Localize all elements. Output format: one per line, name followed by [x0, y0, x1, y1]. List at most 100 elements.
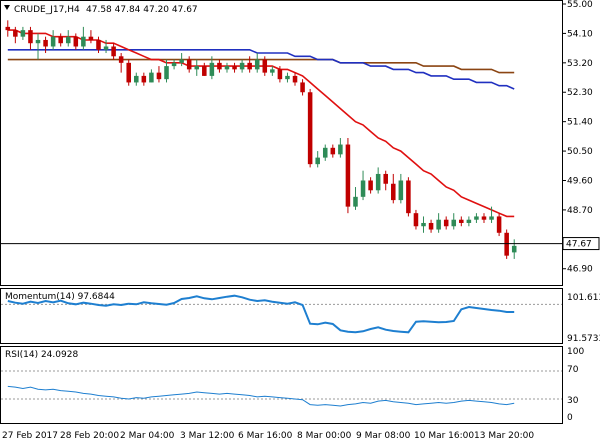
rsi-tick-100: 100: [567, 347, 584, 357]
rsi-indicator: [1, 370, 562, 407]
candle-body: [428, 222, 434, 230]
momentum-panel-frame: [0, 288, 563, 344]
rsi-panel-frame: [0, 346, 563, 424]
candle-body: [156, 72, 162, 80]
ma-slow-line: [7, 58, 515, 74]
candle-body: [217, 62, 222, 70]
candle-body: [141, 75, 147, 83]
candle-body: [511, 245, 517, 253]
candle-body: [443, 219, 449, 227]
candle-body: [360, 180, 366, 197]
candle-body: [232, 66, 237, 70]
candle-body: [65, 36, 71, 44]
price-panel-frame: [0, 0, 563, 286]
candle-body: [96, 39, 101, 50]
candle-body: [406, 180, 411, 214]
candle-body: [322, 147, 328, 158]
candle-body: [164, 66, 169, 80]
candle-body: [270, 69, 275, 73]
last-price-line: 47.67: [1, 237, 600, 251]
candle-body: [13, 30, 18, 37]
candle-body: [300, 82, 305, 93]
candle-body: [436, 219, 441, 230]
rsi-tick-70: 70: [567, 365, 579, 375]
price-tick-label: 50.50: [567, 147, 593, 157]
candle-body: [111, 46, 116, 57]
candle-body: [103, 46, 109, 50]
price-tick-label: 55.00: [567, 0, 593, 10]
time-axis: 27 Feb 2017 28 Feb 20:00 2 Mar 04:00 3 M…: [2, 431, 534, 441]
candle-body: [307, 92, 313, 165]
price-tick-label: 46.90: [567, 265, 593, 275]
price-tick-label: 51.40: [567, 118, 593, 128]
candle-body: [224, 66, 230, 70]
time-label: 8 Mar 00:00: [297, 431, 352, 441]
candle-body: [375, 173, 381, 191]
symbol-header: CRUDE_J17,H4 47.58 47.84 47.20 47.67: [4, 5, 198, 15]
rsi-tick-0: 0: [567, 413, 573, 423]
candle-body: [315, 157, 320, 165]
candle-body: [126, 62, 131, 83]
momentum-line: [7, 294, 515, 334]
candle-body: [81, 36, 86, 47]
candle-body: [383, 173, 388, 184]
price-tick-label: 49.60: [567, 176, 593, 186]
candle-body: [43, 39, 48, 47]
ma-fast-line: [7, 29, 515, 218]
candle-body: [58, 36, 63, 44]
ma-mid-line: [7, 48, 515, 90]
candle-body: [459, 219, 464, 223]
candle-body: [254, 59, 260, 70]
candle-body: [28, 30, 33, 44]
last-price-tag: [562, 237, 600, 251]
candle-body: [149, 72, 154, 83]
candle-body: [481, 216, 487, 220]
candle-body: [489, 216, 494, 220]
candle-body: [451, 219, 457, 227]
candle-body: [88, 36, 94, 40]
ohlc-values: 47.58 47.84 47.20 47.67: [86, 5, 198, 15]
candle-body: [345, 144, 351, 207]
candle-body: [292, 75, 298, 83]
candle-body: [330, 147, 336, 155]
momentum-label: Momentum(14) 97.6844: [5, 292, 115, 302]
price-tick-label: 48.70: [567, 206, 593, 216]
price-axis-ticks: 55.00 54.10 53.20 52.30 51.40 50.50 49.60 48.70…: [562, 0, 593, 275]
candle-body: [247, 62, 252, 70]
candle-body: [338, 144, 343, 155]
symbol-label: CRUDE_J17,H4: [14, 5, 80, 15]
candle-body: [353, 196, 358, 207]
price-tick-label: 54.10: [567, 29, 593, 39]
candle-body: [186, 59, 192, 70]
time-label: 13 Mar 20:00: [474, 431, 534, 441]
candle-body: [466, 219, 472, 223]
moving-averages: [7, 29, 515, 218]
candle-body: [35, 39, 41, 44]
candle-body: [171, 62, 177, 67]
time-label: 10 Mar 16:00: [414, 431, 474, 441]
candle-body: [5, 26, 11, 31]
candle-body: [73, 36, 79, 47]
candle-body: [496, 216, 502, 233]
candle-body: [20, 30, 26, 37]
rsi-label: RSI(14) 24.0928: [5, 350, 78, 360]
candle-body: [50, 36, 56, 47]
candle-body: [504, 232, 509, 256]
candle-body: [194, 66, 200, 70]
candle-body: [209, 62, 215, 76]
candle-body: [368, 180, 373, 191]
time-label: 6 Mar 16:00: [238, 431, 293, 441]
candle-body: [277, 69, 283, 80]
time-label: 28 Feb 20:00: [60, 431, 119, 441]
candle-body: [118, 56, 124, 63]
price-tick-label: 53.20: [567, 59, 593, 69]
rsi-line: [7, 385, 515, 407]
time-label: 2 Mar 04:00: [120, 431, 175, 441]
time-label: 9 Mar 08:00: [356, 431, 411, 441]
time-label: 27 Feb 2017: [2, 431, 58, 441]
time-label: 3 Mar 12:00: [180, 431, 235, 441]
candle-body: [474, 216, 479, 220]
candle-body: [202, 66, 207, 76]
